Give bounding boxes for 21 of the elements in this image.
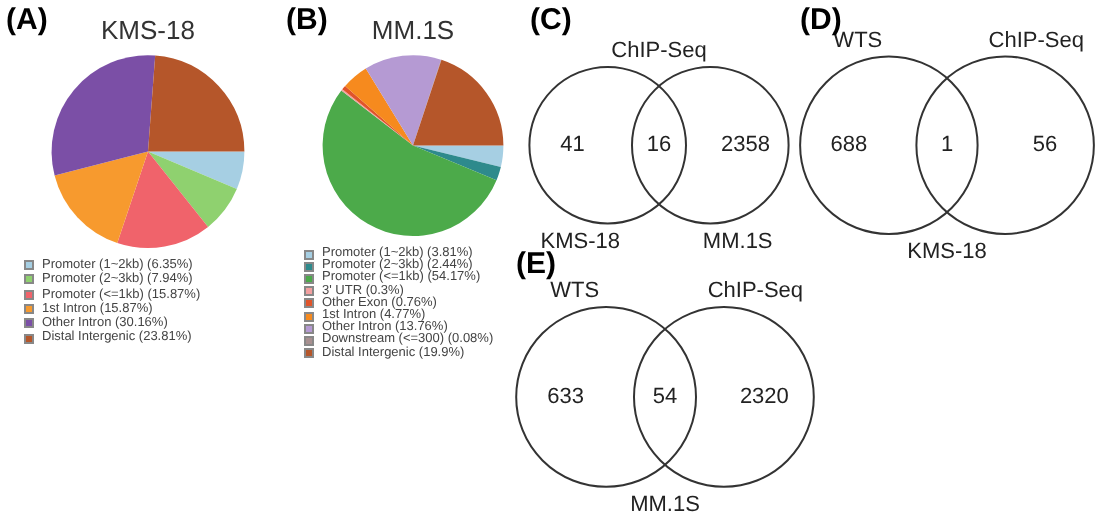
text: MM.1S [630, 492, 700, 517]
data-label: 2320 [739, 384, 789, 409]
category-label: WTS [550, 279, 600, 304]
data-label: 688 [830, 133, 868, 158]
data-label: 1 [940, 133, 954, 158]
data-label: 16 [646, 133, 672, 158]
chart-title: KMS-18 [101, 14, 195, 45]
category-label: ChIP-Seq [988, 28, 1084, 53]
data-label: 633 [547, 384, 584, 409]
data-label: 2358 [721, 133, 771, 158]
text: (C) [530, 3, 572, 38]
chart-title: MM.1S [371, 14, 455, 45]
data-label: 54 [652, 384, 678, 409]
data-label: 41 [560, 133, 585, 158]
text: ChIP-Seq [611, 38, 707, 63]
category-label: ChIP-Seq [707, 279, 804, 304]
text: KMS-18 [907, 240, 987, 264]
category-label: MM.1S [702, 229, 773, 254]
text: (B) [286, 3, 328, 38]
text: (A) [6, 3, 48, 38]
data-label: 56 [1032, 133, 1058, 158]
